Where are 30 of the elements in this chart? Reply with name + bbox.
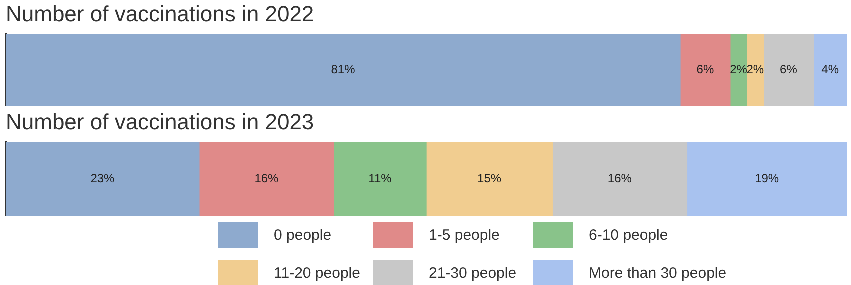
data-label: 4%	[822, 62, 840, 77]
data-label: 2%	[746, 62, 764, 77]
bar	[686, 142, 847, 216]
bar	[763, 34, 814, 106]
legend-label: 6-10 people	[589, 226, 668, 244]
bar	[813, 34, 847, 106]
data-label: 6%	[696, 62, 714, 77]
legend-label: 1-5 people	[429, 226, 500, 244]
bar	[552, 142, 688, 216]
legend-label: More than 30 people	[589, 264, 727, 282]
legend-label: 0 people	[274, 226, 332, 244]
bar	[680, 34, 731, 106]
bar	[426, 142, 553, 216]
data-label: 81%	[331, 62, 356, 77]
data-label: 23%	[90, 172, 116, 186]
legend-label: 21-30 people	[429, 264, 517, 282]
data-label: 19%	[755, 172, 780, 186]
legend-label: 11-20 people	[274, 264, 360, 282]
data-label: 15%	[478, 172, 502, 186]
data-label: 6%	[780, 62, 798, 77]
data-label: 16%	[608, 172, 632, 186]
data-label: 2%	[730, 62, 748, 77]
chart-title: Number of vaccinations in 2022	[6, 1, 314, 26]
data-label: 11%	[368, 172, 392, 186]
data-label: 16%	[254, 172, 280, 186]
bar	[6, 142, 200, 216]
bar	[6, 34, 681, 106]
bar	[199, 142, 334, 216]
chart-title: Number of vaccinations in 2023	[6, 109, 314, 134]
bar	[334, 142, 427, 216]
